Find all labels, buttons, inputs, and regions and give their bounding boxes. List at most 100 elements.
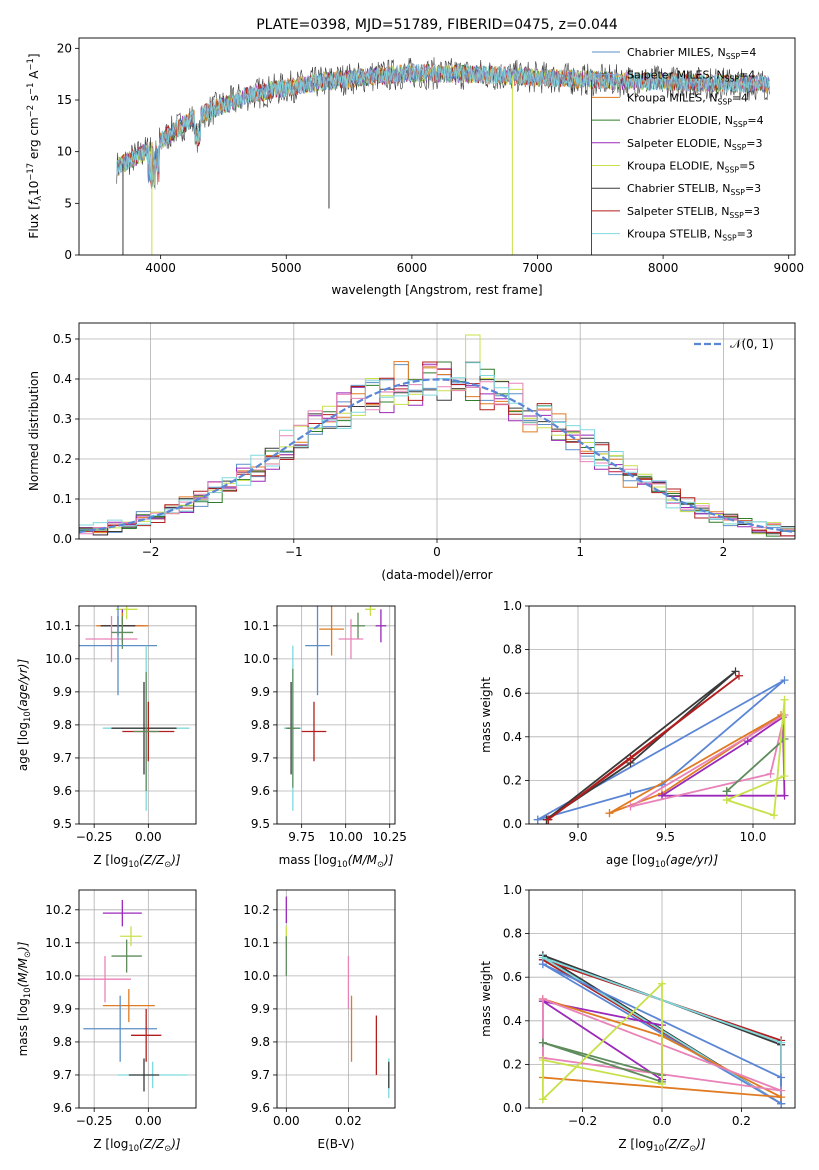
legend-entry-part: =5 bbox=[739, 160, 755, 173]
y-axis-label-part: mass [log bbox=[16, 998, 30, 1056]
y-tick-label: 1.0 bbox=[503, 883, 522, 897]
y-tick-label: 10 bbox=[57, 145, 72, 159]
x-axis-label-part: ⊙ bbox=[377, 859, 384, 869]
legend-entry-part: SSP bbox=[726, 52, 741, 61]
y-tick-label: 9.7 bbox=[53, 751, 72, 765]
axes-frame bbox=[528, 889, 796, 1109]
x-tick-label: 0.00 bbox=[273, 1114, 300, 1128]
x-axis-label-part: (M/M bbox=[348, 853, 378, 867]
spectrum-line-kroupa_stelib bbox=[116, 64, 770, 181]
weight-marker bbox=[605, 809, 614, 818]
weight-marker bbox=[722, 787, 731, 796]
legend-entry-part: Kroupa ELODIE, N bbox=[627, 160, 725, 173]
x-axis-label-part: 10 bbox=[337, 859, 348, 869]
y-axis-label: Normed distribution bbox=[27, 371, 41, 491]
legend-entry: Kroupa MILES, NSSP=4 bbox=[627, 91, 748, 106]
legend-entry-part: SSP bbox=[725, 75, 740, 84]
weight-series-sage bbox=[726, 738, 786, 792]
legend-entry-part: SSP bbox=[725, 166, 740, 175]
y-tick-label: 10.0 bbox=[243, 652, 270, 666]
plot-area bbox=[79, 334, 795, 537]
y-tick-label: 10.2 bbox=[243, 903, 270, 917]
y-tick-label: 0.4 bbox=[53, 372, 72, 386]
legend-entry: Salpeter STELIB, NSSP=3 bbox=[627, 205, 760, 220]
x-tick-label: 9.5 bbox=[656, 830, 675, 844]
x-tick-label: 0.00 bbox=[135, 830, 162, 844]
x-axis-label: E(B-V) bbox=[317, 1137, 354, 1151]
x-tick-label: 9.0 bbox=[568, 830, 587, 844]
y-tick-label: 10.0 bbox=[45, 652, 72, 666]
chart-title: PLATE=0398, MJD=51789, FIBERID=0475, z=0… bbox=[256, 17, 618, 33]
legend-entry-part: SSP bbox=[722, 234, 737, 243]
weight-marker bbox=[544, 815, 553, 824]
x-tick-label: 6000 bbox=[397, 261, 428, 275]
y-tick-label: 0.4 bbox=[503, 730, 522, 744]
legend-entry-part: =3 bbox=[737, 228, 753, 241]
normal-curve bbox=[79, 378, 793, 534]
y-tick-label: 0.1 bbox=[53, 492, 72, 506]
axes-residuals: −2 −1 0 1 2 0.0 0.1 0.2 0.3 0.4 0.5 (data-model)/er… bbox=[27, 322, 796, 582]
x-tick-label: 8000 bbox=[648, 261, 679, 275]
y-tick-label: 9.8 bbox=[251, 718, 270, 732]
legend-entry-part: SSP bbox=[731, 188, 746, 197]
legend-entry-part: Chabrier STELIB, N bbox=[627, 182, 731, 195]
y-axis-label: mass weight bbox=[479, 961, 493, 1037]
y-tick-label: 9.8 bbox=[53, 1035, 72, 1049]
y-tick-label: 0.3 bbox=[53, 412, 72, 426]
y-tick-label: 9.5 bbox=[251, 817, 270, 831]
legend-entry-part: Salpeter ELODIE, N bbox=[627, 137, 732, 150]
axes-frame bbox=[78, 322, 796, 540]
x-axis-label-part: )] bbox=[383, 853, 394, 867]
y-axis-label-part: −1 bbox=[25, 83, 35, 95]
x-axis-label: Z [log10(Z/Z⊙)] bbox=[93, 1137, 181, 1153]
x-axis-label: mass [log10(M/M⊙)] bbox=[279, 853, 394, 869]
spectrum-line-salpeter_miles bbox=[116, 63, 770, 190]
x-tick-label: −0.25 bbox=[76, 1114, 113, 1128]
weight-marker bbox=[780, 772, 789, 781]
weight-marker bbox=[538, 1095, 547, 1104]
y-axis-label-part: −1 bbox=[25, 58, 35, 70]
y-axis-label: age [log10(age/yr)] bbox=[16, 659, 32, 772]
x-axis-label-part: )] bbox=[695, 1137, 706, 1151]
x-axis-label-part: (age/yr)] bbox=[666, 853, 719, 867]
y-axis-label-part: −17 bbox=[25, 163, 35, 181]
y-axis-label-part: 10 bbox=[22, 711, 32, 722]
x-axis-label-part: (Z/Z bbox=[664, 1137, 690, 1151]
y-tick-label: 0.6 bbox=[503, 686, 522, 700]
x-axis-label-part: mass [log bbox=[279, 853, 337, 867]
y-tick-label: 20 bbox=[57, 41, 72, 55]
legend-entry-part: SSP bbox=[732, 143, 747, 152]
x-axis-label-part: ⊙ bbox=[164, 859, 171, 869]
x-tick-label: 1 bbox=[576, 545, 584, 559]
x-axis-label-part: ⊙ bbox=[164, 1143, 171, 1153]
y-tick-label: 10.1 bbox=[45, 936, 72, 950]
x-tick-label: 2 bbox=[720, 545, 728, 559]
legend-entry-part: =3 bbox=[744, 205, 760, 218]
weight-marker bbox=[538, 1038, 547, 1047]
y-tick-label: 0.5 bbox=[53, 332, 72, 346]
legend-entry: Chabrier MILES, NSSP=4 bbox=[627, 46, 756, 61]
x-axis-label-part: (Z/Z bbox=[139, 1137, 165, 1151]
axes-spectrum: 4000 5000 6000 7000 8000 9000 0 5 10 15 20 PLATE=03… bbox=[25, 17, 804, 297]
x-axis-label: wavelength [Angstrom, rest frame] bbox=[331, 283, 542, 297]
y-axis-label-part: Flux [ bbox=[27, 205, 41, 238]
axes-frame bbox=[276, 889, 396, 1109]
y-tick-label: 0.2 bbox=[503, 1057, 522, 1071]
legend-entry-part: Salpeter STELIB, N bbox=[627, 205, 729, 218]
y-tick-label: 9.7 bbox=[251, 751, 270, 765]
plot-area bbox=[284, 606, 387, 811]
x-axis-label-part: (Z/Z bbox=[139, 853, 165, 867]
x-axis-label-part: 10 bbox=[128, 1143, 139, 1153]
legend-entry: Salpeter ELODIE, NSSP=3 bbox=[627, 137, 763, 152]
legend-entry-part: =4 bbox=[732, 91, 748, 104]
y-axis-label-part: 10 bbox=[27, 181, 41, 196]
x-tick-label: 9.75 bbox=[288, 830, 315, 844]
x-tick-label: 7000 bbox=[522, 261, 553, 275]
axes-frame bbox=[528, 605, 796, 825]
axes-mass_vs_EBV: 0.00 0.02 9.6 9.7 9.8 9.9 10.0 10.1 10.2 E(B-V) bbox=[243, 889, 396, 1151]
y-tick-label: 9.5 bbox=[53, 817, 72, 831]
legend-entry-part: =3 bbox=[745, 182, 761, 195]
axes-weight_vs_Z: −0.2 0.0 0.2 0.0 0.2 0.4 0.6 0.8 1.0 Z [log10(Z/Z… bbox=[479, 883, 796, 1153]
y-axis-label-part: ⊙ bbox=[22, 951, 32, 958]
y-tick-label: 9.7 bbox=[251, 1068, 270, 1082]
